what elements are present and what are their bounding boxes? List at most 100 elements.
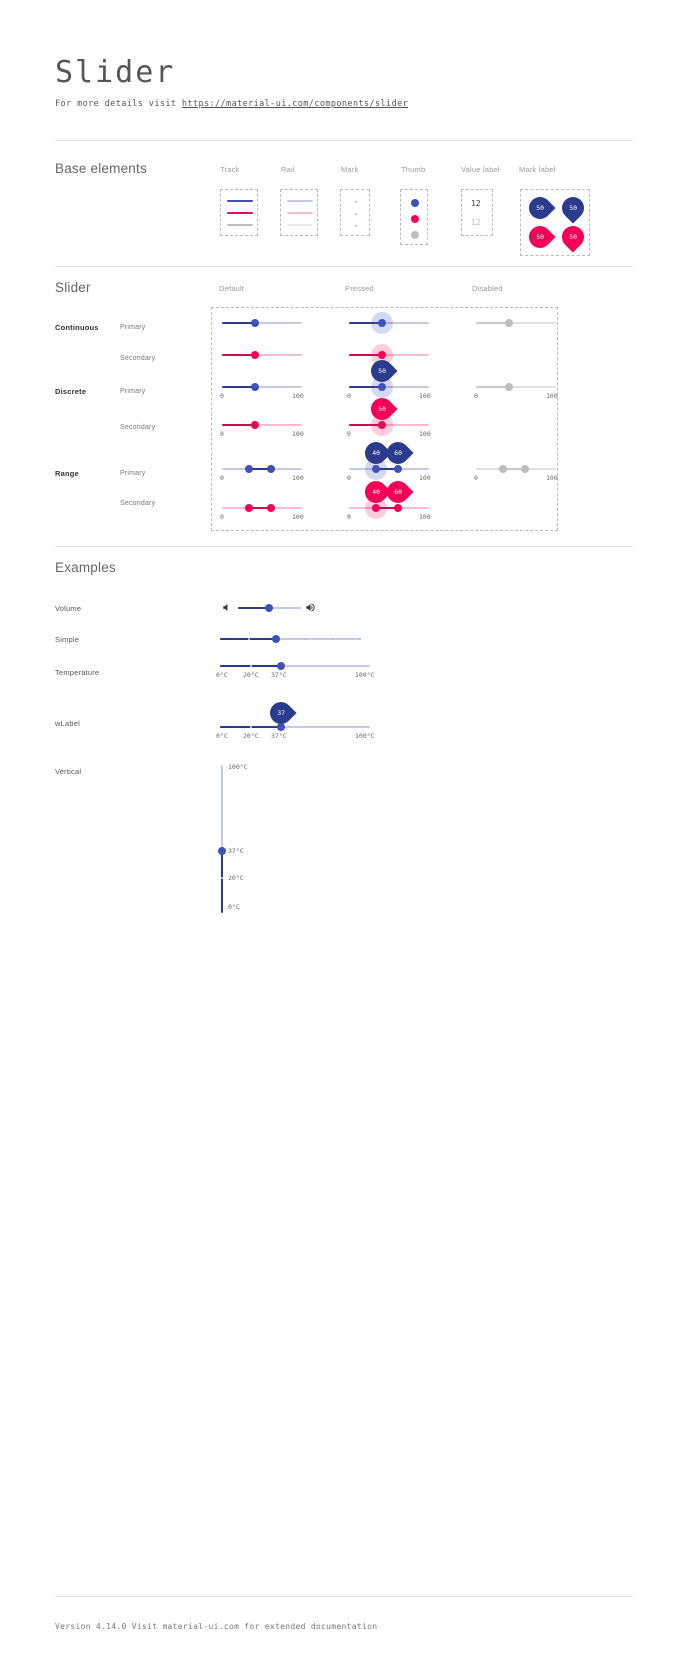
range-primary-pressed-mark-min: 0 bbox=[347, 474, 351, 482]
temperature-thumb[interactable] bbox=[277, 662, 285, 670]
mark-label-text: 50 bbox=[569, 203, 577, 212]
range-primary-pressed-value-label-upper: 60 bbox=[382, 437, 414, 469]
range-primary-default-mark-min: 0 bbox=[220, 474, 224, 482]
matrix-row-disc-primary: Primary bbox=[120, 388, 146, 395]
disc-secondary-default-rail[interactable] bbox=[222, 424, 302, 426]
matrix-col-pressed: Pressed bbox=[345, 284, 374, 293]
rail-primary bbox=[287, 200, 313, 202]
range-primary-default-thumb-lower[interactable] bbox=[245, 465, 253, 473]
page-title: Slider bbox=[55, 55, 176, 90]
base-mark-label-box: 50 50 50 50 bbox=[520, 189, 590, 256]
cont-primary-pressed-rail[interactable] bbox=[349, 322, 429, 324]
cont-primary-default-thumb[interactable] bbox=[251, 319, 259, 327]
docs-link[interactable]: https://material-ui.com/components/slide… bbox=[181, 99, 409, 109]
disc-primary-pressed-rail[interactable] bbox=[349, 386, 429, 388]
vertical-thumb[interactable] bbox=[218, 847, 226, 855]
value-label-text: 60 bbox=[394, 487, 402, 496]
section-heading-examples: Examples bbox=[55, 560, 116, 575]
example-label-volume: Volume bbox=[55, 604, 82, 613]
page-subtitle: For more details visit https://material-… bbox=[55, 99, 408, 109]
temperature-mark-label-37: 37°C bbox=[271, 671, 287, 679]
wlabel-thumb[interactable] bbox=[277, 723, 285, 731]
base-thumb-box bbox=[400, 189, 428, 245]
temperature-mark-label-100: 100°C bbox=[355, 671, 375, 679]
cont-primary-default-rail[interactable] bbox=[222, 322, 302, 324]
temperature-rail[interactable] bbox=[220, 665, 370, 667]
thumb-secondary[interactable] bbox=[411, 215, 419, 223]
cont-primary-default-track bbox=[222, 322, 255, 324]
cont-secondary-pressed-thumb[interactable] bbox=[378, 351, 386, 359]
range-primary-pressed-thumb-upper[interactable] bbox=[394, 465, 402, 473]
mark-dot-2 bbox=[355, 213, 357, 215]
cont-secondary-default-rail[interactable] bbox=[222, 354, 302, 356]
base-value-label-box: 12 12 bbox=[461, 189, 493, 236]
simple-rail[interactable] bbox=[220, 638, 361, 640]
vertical-mark-label-37: 37°C bbox=[228, 847, 244, 855]
range-secondary-pressed-track bbox=[376, 507, 398, 509]
range-secondary-default-mark-min: 0 bbox=[220, 513, 224, 521]
cont-primary-disabled-thumb bbox=[505, 319, 513, 327]
matrix-row-range-secondary: Secondary bbox=[120, 500, 156, 507]
base-rail-box bbox=[280, 189, 318, 236]
example-label-simple: Simple bbox=[55, 635, 80, 644]
wlabel-mark-20 bbox=[250, 726, 252, 728]
range-primary-default-thumb-upper[interactable] bbox=[267, 465, 275, 473]
cont-secondary-pressed-track bbox=[349, 354, 382, 356]
range-primary-default-track bbox=[249, 468, 271, 470]
range-primary-pressed-mark-max: 100 bbox=[419, 474, 431, 482]
mark-dot-3 bbox=[355, 225, 357, 227]
mark-label-text: 50 bbox=[569, 232, 577, 241]
range-secondary-default-thumb-lower[interactable] bbox=[245, 504, 253, 512]
cont-primary-disabled-track bbox=[476, 322, 509, 324]
vertical-mark-label-20: 20°C bbox=[228, 874, 244, 882]
temperature-mark-20 bbox=[250, 665, 252, 667]
wlabel-rail[interactable] bbox=[220, 726, 370, 728]
section-heading-base-elements: Base elements bbox=[55, 161, 147, 176]
mark-dot-1 bbox=[355, 201, 357, 203]
wlabel-mark-label-0: 0°C bbox=[216, 732, 228, 740]
vertical-rail[interactable] bbox=[221, 765, 223, 913]
volume-track bbox=[238, 607, 269, 609]
range-primary-pressed-thumb-lower[interactable] bbox=[372, 465, 380, 473]
disc-primary-default-thumb[interactable] bbox=[251, 383, 259, 391]
range-secondary-pressed-thumb-upper[interactable] bbox=[394, 504, 402, 512]
base-col-mark-label: Mark label bbox=[519, 165, 556, 174]
disc-primary-default-mark-min: 0 bbox=[220, 392, 224, 400]
cont-primary-pressed-thumb[interactable] bbox=[378, 319, 386, 327]
range-secondary-pressed-mark-min: 0 bbox=[347, 513, 351, 521]
divider-footer bbox=[55, 1596, 633, 1597]
simple-thumb[interactable] bbox=[272, 635, 280, 643]
volume-up-icon[interactable] bbox=[305, 602, 316, 613]
range-primary-disabled-thumb-upper bbox=[521, 465, 529, 473]
mark-label-blue-square: 50 bbox=[557, 192, 589, 224]
value-label-active: 12 bbox=[471, 199, 481, 208]
value-label-text: 50 bbox=[378, 366, 386, 375]
matrix-row-range-primary: Primary bbox=[120, 470, 146, 477]
disc-secondary-pressed-mark-max: 100 bbox=[419, 430, 431, 438]
disc-primary-default-track bbox=[222, 386, 255, 388]
base-track-box bbox=[220, 189, 258, 236]
mark-label-text: 50 bbox=[536, 232, 544, 241]
thumb-primary[interactable] bbox=[411, 199, 419, 207]
range-secondary-pressed-thumb-lower[interactable] bbox=[372, 504, 380, 512]
disc-secondary-pressed-rail[interactable] bbox=[349, 424, 429, 426]
range-secondary-default-thumb-upper[interactable] bbox=[267, 504, 275, 512]
disc-primary-default-mark-max: 100 bbox=[292, 392, 304, 400]
disc-primary-disabled-mark-min: 0 bbox=[474, 392, 478, 400]
cont-secondary-default-thumb[interactable] bbox=[251, 351, 259, 359]
volume-down-icon[interactable] bbox=[221, 602, 232, 613]
disc-primary-pressed-thumb[interactable] bbox=[378, 383, 386, 391]
base-col-track: Track bbox=[220, 165, 240, 174]
disc-primary-default-rail[interactable] bbox=[222, 386, 302, 388]
disc-secondary-default-thumb[interactable] bbox=[251, 421, 259, 429]
range-secondary-default-track bbox=[249, 507, 271, 509]
cont-primary-pressed-track bbox=[349, 322, 382, 324]
cont-secondary-pressed-rail[interactable] bbox=[349, 354, 429, 356]
cont-primary-disabled-rail bbox=[476, 322, 556, 324]
base-col-mark: Mark bbox=[341, 165, 359, 174]
value-label-text: 40 bbox=[372, 448, 380, 457]
disc-secondary-pressed-thumb[interactable] bbox=[378, 421, 386, 429]
volume-thumb[interactable] bbox=[265, 604, 273, 612]
rail-disabled bbox=[287, 224, 313, 226]
